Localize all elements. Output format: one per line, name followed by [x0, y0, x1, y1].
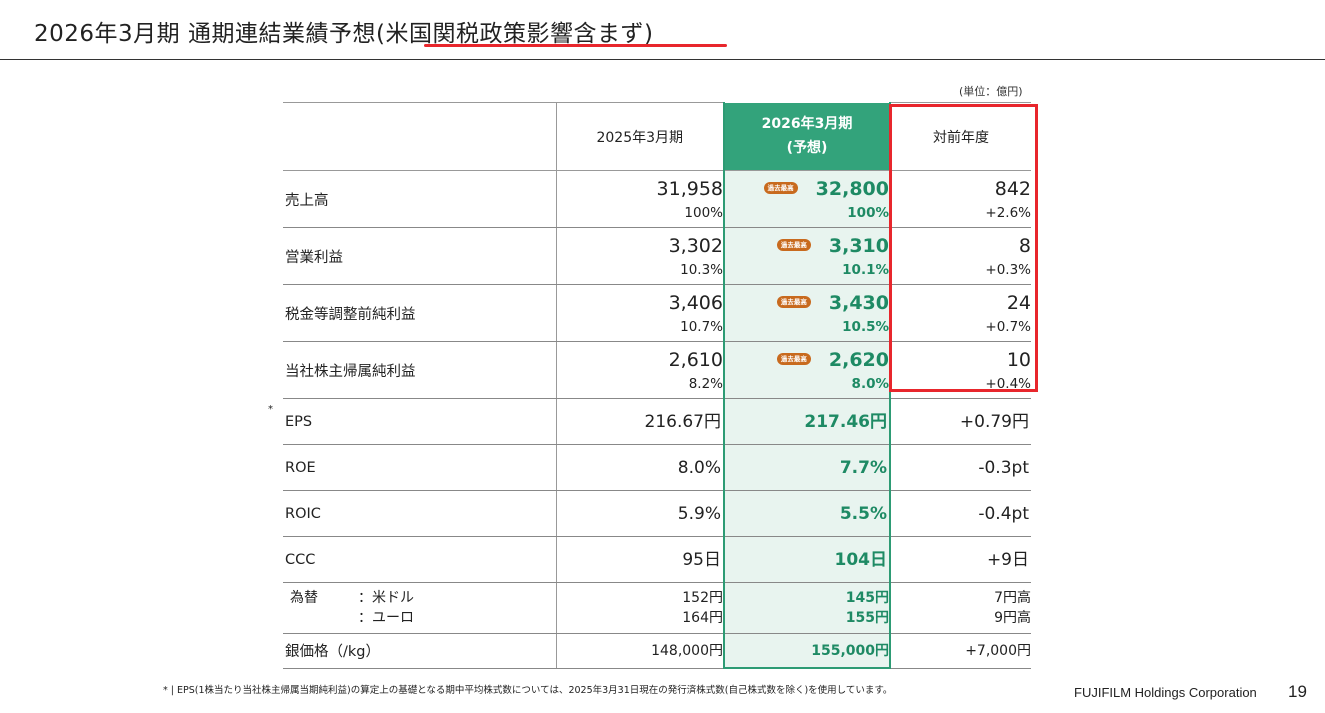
col-header-prev: 2025年3月期: [555, 102, 724, 171]
table-row: 営業利益 3,302 10.3% 過去最高 3,310 10.1% 8 +0.3%: [283, 227, 1031, 285]
page-number: 19: [1288, 682, 1307, 701]
table-row-fx: 為替 ：米ドル ：ユーロ 152円 164円 145円 155円 7円高 9円高: [283, 582, 1031, 634]
table-row: EPS 216.67円 217.46円 +0.79円: [283, 398, 1031, 445]
record-high-badge: 過去最高: [776, 352, 811, 365]
title-red-underline: [424, 44, 727, 47]
unit-label: (単位：億円): [959, 85, 1023, 98]
table-row: ROIC 5.9% 5.5% -0.4pt: [283, 490, 1031, 537]
table-row: 税金等調整前純利益 3,406 10.7% 過去最高 3,430 10.5% 24 +0…: [283, 284, 1031, 342]
footnote: * | EPS(1株当たり当社株主帰属当期純利益)の算定上の基礎となる期中平均株…: [163, 685, 893, 696]
table-row: ROE 8.0% 7.7% -0.3pt: [283, 444, 1031, 491]
record-high-badge: 過去最高: [776, 238, 811, 251]
record-high-badge: 過去最高: [763, 181, 798, 194]
diff-highlight-box: [889, 104, 1038, 392]
title-highlight: 米国関税政策影響含まず: [385, 21, 644, 47]
page-title: 2026年3月期 通期連結業績予想(米国関税政策影響含まず): [34, 21, 654, 47]
col-header-diff: 対前年度: [890, 102, 1031, 171]
table-header-row: 2025年3月期 2026年3月期 (予想) 対前年度: [283, 102, 1031, 171]
col-header-forecast: 2026年3月期 (予想): [723, 102, 891, 171]
header-divider: [0, 59, 1325, 60]
table-row-silver: 銀価格（/kg） 148,000円 155,000円 +7,000円: [283, 633, 1031, 669]
company-name: FUJIFILM Holdings Corporation: [1074, 685, 1257, 700]
eps-asterisk: *: [268, 404, 273, 415]
table-row: 売上高 31,958 100% 過去最高 32,800 100% 842 +2.6%: [283, 170, 1031, 228]
record-high-badge: 過去最高: [776, 295, 811, 308]
table-row: CCC 95日 104日 +9日: [283, 536, 1031, 583]
